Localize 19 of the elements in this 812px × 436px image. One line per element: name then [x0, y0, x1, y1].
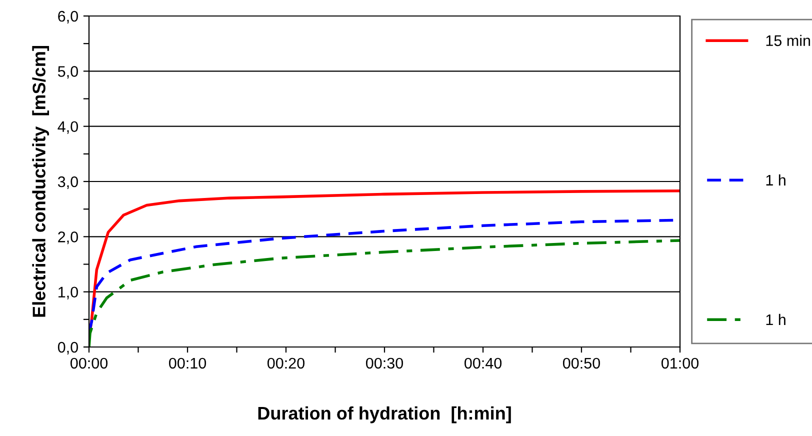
x-axis-title: Duration of hydration [h:min] [258, 406, 511, 424]
y-tick-label: 2,0 [58, 232, 78, 244]
x-tick-label: 00:30 [366, 358, 404, 369]
x-tick-label: 01:00 [661, 358, 699, 369]
x-tick-label: 00:20 [267, 358, 304, 369]
y-tick-label: 0,0 [58, 342, 78, 354]
y-tick-label: 6,0 [58, 10, 78, 24]
y-tick-label: 4,0 [58, 121, 78, 134]
legend-label: 15 min [766, 34, 810, 46]
y-tick-label: 1,0 [58, 286, 78, 300]
x-tick-label: 00:00 [70, 358, 108, 369]
legend-label: 1 h [766, 314, 786, 325]
legend-label: 1 h [766, 174, 786, 186]
y-tick-label: 5,0 [58, 66, 78, 79]
x-tick-label: 00:40 [464, 358, 502, 369]
x-tick-label: 00:50 [562, 358, 600, 369]
y-tick-label: 3,0 [58, 176, 78, 189]
x-tick-label: 00:10 [169, 358, 206, 369]
y-axis-title: Electrical conductivity [mS/cm] [32, 46, 50, 317]
